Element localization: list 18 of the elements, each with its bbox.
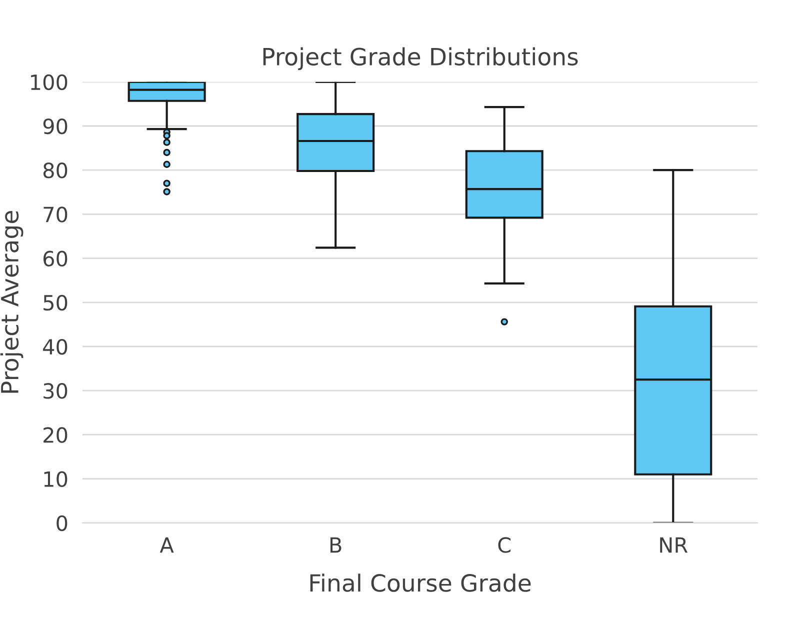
chart-title: Project Grade Distributions [263, 47, 578, 70]
y-tick-label: 10 [44, 471, 68, 488]
y-tick-label: 60 [43, 250, 68, 267]
x-tick-label: NR [660, 537, 688, 553]
y-tick-label: 70 [44, 206, 68, 222]
y-axis-title: Project Average [0, 211, 24, 393]
y-tick-label: 50 [44, 294, 68, 311]
y-tick-label: 100 [31, 74, 68, 90]
y-tick-label: 30 [44, 383, 68, 399]
y-tick-label: 80 [43, 162, 68, 178]
y-tick-label: 0 [56, 515, 68, 532]
x-tick-label: B [330, 537, 342, 553]
y-tick-label: 90 [43, 118, 68, 134]
y-tick-label: 20 [44, 427, 68, 443]
x-tick-label: A [160, 537, 174, 553]
x-axis-title: Final Course Grade [310, 574, 531, 592]
y-tick-label: 40 [43, 338, 68, 355]
x-tick-label: C [498, 537, 511, 553]
